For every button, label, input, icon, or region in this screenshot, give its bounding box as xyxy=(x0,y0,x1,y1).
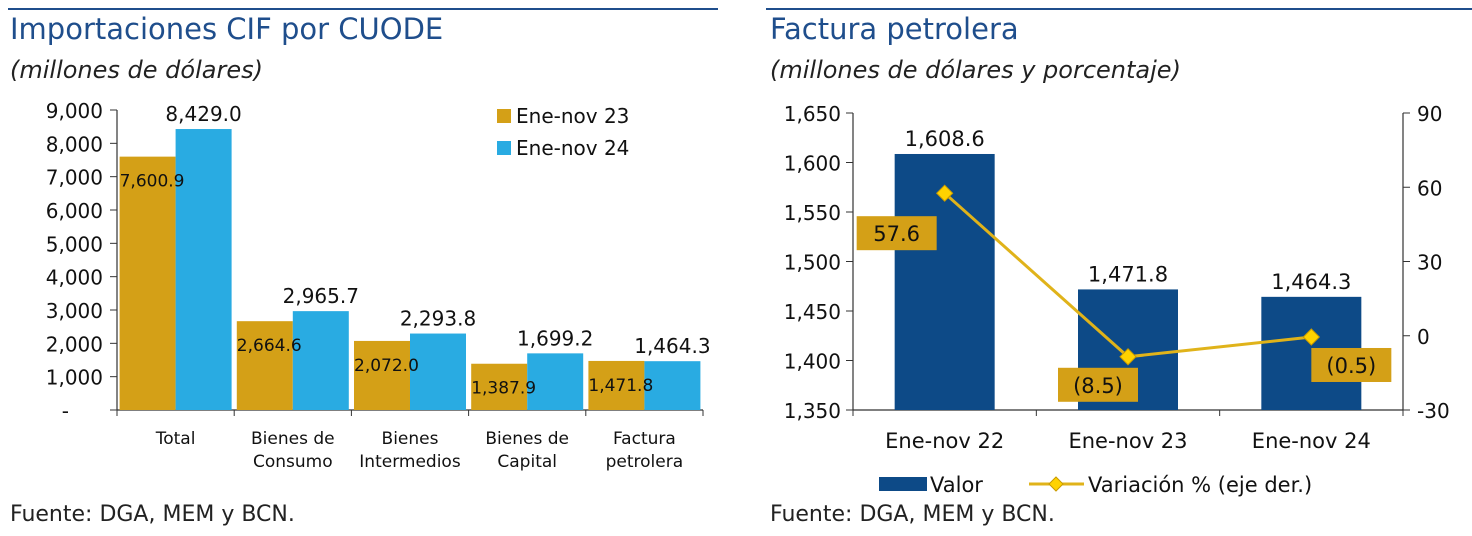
line-marker xyxy=(935,184,954,202)
line-marker xyxy=(1119,348,1137,366)
x-category-label: Factura xyxy=(613,429,676,449)
line-label-box xyxy=(1311,347,1392,382)
bar-ene-nov-23 xyxy=(471,363,528,410)
bar-ene-nov-23 xyxy=(354,340,410,410)
data-label: 1,471.8 xyxy=(1088,262,1168,286)
legend-marker xyxy=(1048,476,1064,492)
bar-ene-nov-23 xyxy=(119,156,176,410)
data-label: 1,387.9 xyxy=(471,379,536,399)
chart-subtitle: (millones de dólares) xyxy=(10,56,263,84)
y-tick-label: 6,000 xyxy=(46,199,103,223)
top-rule xyxy=(766,8,1472,10)
data-label: 2,965.7 xyxy=(283,284,359,308)
bar-ene-nov-24 xyxy=(410,333,466,410)
y-tick-label: 1,600 xyxy=(784,152,841,176)
y-tick-label: 9,000 xyxy=(46,99,103,123)
legend-swatch-valor xyxy=(879,477,927,491)
data-label: 7,600.9 xyxy=(120,172,185,192)
legend-label: Valor xyxy=(930,473,983,497)
line-label-box xyxy=(856,216,937,251)
legend-label: Ene-nov 23 xyxy=(516,104,629,128)
x-category-label: Bienes de xyxy=(485,429,569,449)
oil-bill-combo-chart: 1,350 1,400 1,450 1,500 1,550 1,600 1,650 -30 0 3… xyxy=(784,102,1450,497)
data-label: 1,471.8 xyxy=(588,376,653,396)
line-data-label: (0.5) xyxy=(1326,354,1376,378)
x-category-label: Intermedios xyxy=(359,452,461,472)
data-label: 1,699.2 xyxy=(517,326,593,350)
x-category-label: Ene-nov 23 xyxy=(1068,429,1187,453)
y-tick-label: 2,000 xyxy=(46,332,103,356)
bar-ene-nov-24 xyxy=(527,353,584,410)
y-tick-label: 3,000 xyxy=(46,299,103,323)
y-tick-label: 1,500 xyxy=(784,251,841,275)
x-category-label: Ene-nov 22 xyxy=(885,429,1004,453)
bar-ene-nov-23 xyxy=(588,360,645,410)
chart-title: Factura petrolera xyxy=(770,12,1019,46)
x-category-label: Capital xyxy=(497,452,557,472)
y2-tick-label: 60 xyxy=(1417,176,1442,200)
y-tick-label: 1,450 xyxy=(784,300,841,324)
data-label: 8,429.0 xyxy=(165,102,241,126)
y-tick-label: 8,000 xyxy=(46,132,103,156)
chart-panel-imports: Importaciones CIF por CUODE (millones de… xyxy=(0,0,718,536)
x-category-label: Ene-nov 24 xyxy=(1252,429,1371,453)
y-tick-label: 1,650 xyxy=(784,102,841,126)
data-label: 1,464.3 xyxy=(634,334,710,358)
y2-tick-label: -30 xyxy=(1417,399,1450,423)
y-tick-label: 4,000 xyxy=(46,266,103,290)
legend-label: Variación % (eje der.) xyxy=(1088,473,1312,497)
bar-ene-nov-23 xyxy=(236,321,293,410)
y2-tick-label: 0 xyxy=(1417,325,1430,349)
y-tick-label: 1,000 xyxy=(46,366,103,390)
y2-tick-label: 30 xyxy=(1417,251,1442,275)
data-label: 2,072.0 xyxy=(354,356,419,376)
x-category-label: Bienes xyxy=(382,429,439,449)
chart-source: Fuente: DGA, MEM y BCN. xyxy=(770,502,1055,527)
data-label: 2,293.8 xyxy=(400,307,476,331)
bar-ene-nov-24 xyxy=(292,311,349,410)
x-category-label: petrolera xyxy=(606,452,684,472)
y-tick-label: - xyxy=(62,399,69,423)
data-label: 1,608.6 xyxy=(905,127,985,151)
x-category-label: Consumo xyxy=(253,452,333,472)
chart-panel-oil-bill: Factura petrolera (millones de dólares y… xyxy=(756,0,1472,536)
chart-title: Importaciones CIF por CUODE xyxy=(10,12,444,46)
x-category-label: Bienes de xyxy=(251,429,335,449)
y-tick-label: 1,400 xyxy=(784,350,841,374)
x-category-label: Total xyxy=(155,429,196,449)
y-tick-label: 7,000 xyxy=(46,166,103,190)
legend-label: Ene-nov 24 xyxy=(516,136,629,160)
top-rule xyxy=(8,8,718,10)
legend-swatch xyxy=(497,141,511,155)
data-label: 1,464.3 xyxy=(1271,270,1351,294)
line-data-label: (8.5) xyxy=(1073,374,1123,398)
y-tick-label: 5,000 xyxy=(46,232,103,256)
y-tick-label: 1,350 xyxy=(784,399,841,423)
line-marker xyxy=(1302,328,1321,346)
chart-source: Fuente: DGA, MEM y BCN. xyxy=(10,502,295,527)
line-label-box xyxy=(1058,367,1138,402)
y-tick-label: 1,550 xyxy=(784,201,841,225)
imports-bar-chart: - 1,000 2,000 3,000 4,000 5,000 6,000 7,000 8,00… xyxy=(46,99,711,472)
chart-subtitle: (millones de dólares y porcentaje) xyxy=(770,56,1181,84)
data-label: 2,664.6 xyxy=(237,336,302,356)
legend-swatch xyxy=(497,109,511,123)
bar-ene-nov-24 xyxy=(175,129,232,411)
y2-tick-label: 90 xyxy=(1417,102,1442,126)
bar-ene-nov-24 xyxy=(644,361,701,410)
line-data-label: 57.6 xyxy=(873,222,920,246)
